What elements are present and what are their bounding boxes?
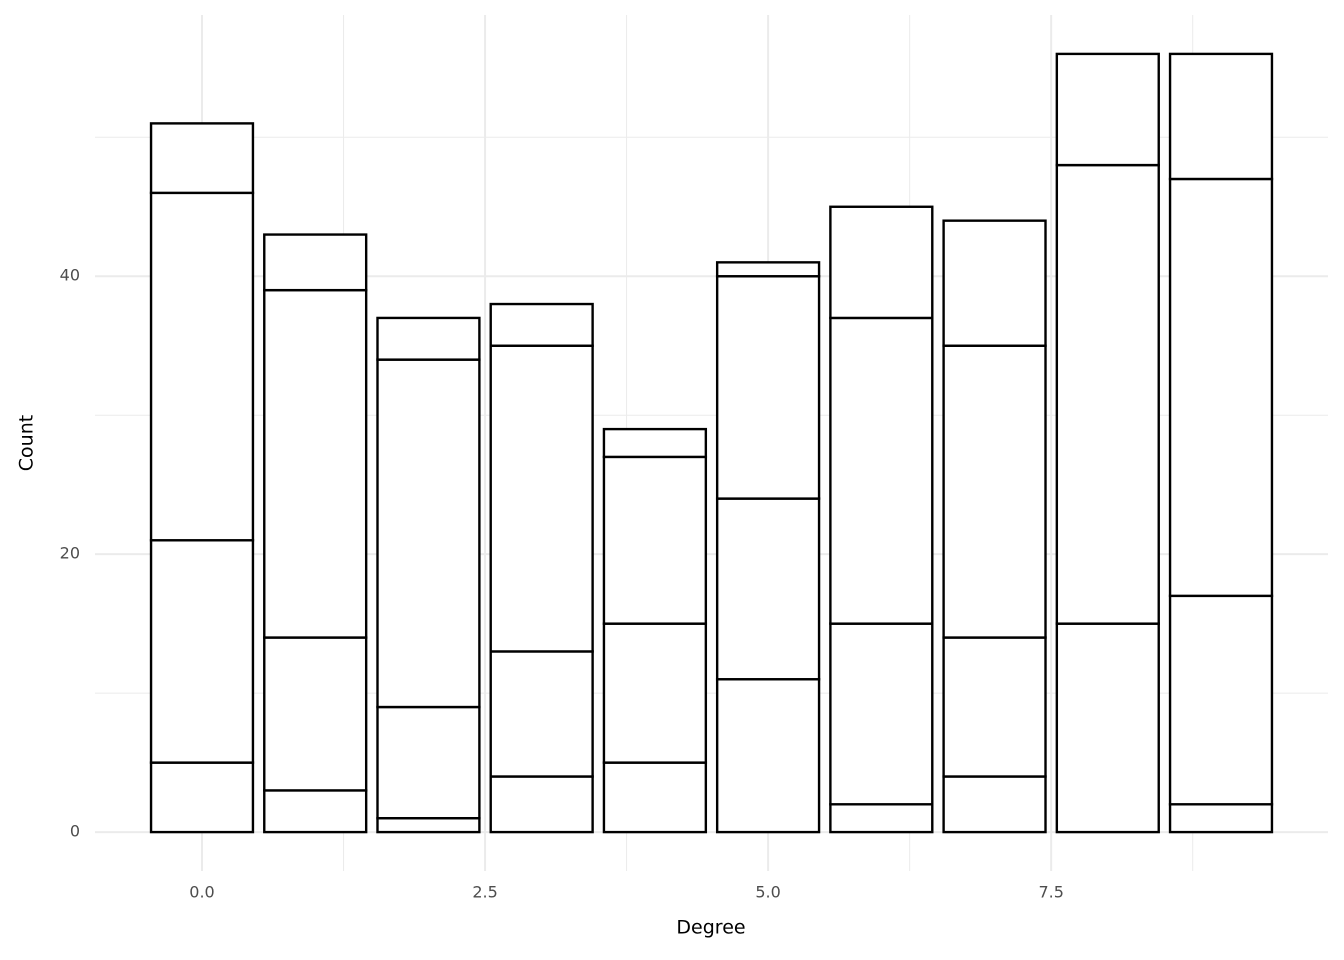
bar-segment [489, 302, 594, 347]
bar-segment [602, 622, 708, 764]
bar-segment [263, 636, 368, 792]
bar-segment [715, 678, 821, 834]
bar-segment [263, 288, 368, 639]
bar-segment [942, 775, 1047, 834]
bar-segment [829, 803, 934, 834]
bar-segment [376, 316, 481, 361]
bar-segment [1168, 177, 1274, 598]
bar-segment [376, 816, 481, 834]
bar-segment [1055, 52, 1160, 167]
bar-segment [602, 761, 708, 834]
bar-segment [942, 636, 1047, 778]
bar-segment [149, 191, 255, 542]
bar-segment [602, 427, 708, 459]
x-tick-label: 2.5 [472, 883, 497, 902]
bar-segment [1168, 52, 1274, 181]
bar-segment [1055, 163, 1160, 625]
bar-segment [489, 775, 594, 834]
bar-segment [829, 622, 934, 806]
bar-segment [715, 261, 821, 278]
bar-segment [829, 205, 934, 320]
bar-segment [942, 219, 1047, 347]
bar-segment [489, 650, 594, 778]
bar-segment [376, 358, 481, 709]
bar-segment [489, 344, 594, 653]
bar-segment [715, 497, 821, 681]
bar-segment [263, 789, 368, 834]
y-tick-label: 0 [70, 822, 80, 841]
bar-segment [263, 233, 368, 292]
bar-segment [829, 316, 934, 625]
x-tick-label: 0.0 [189, 883, 214, 902]
bar-segment [715, 275, 821, 500]
y-tick-label: 40 [60, 266, 80, 285]
bar-segment [602, 455, 708, 625]
y-tick-label: 20 [60, 544, 80, 563]
x-axis-title: Degree [676, 917, 745, 939]
x-tick-label: 5.0 [755, 883, 780, 902]
bar-segment [149, 539, 255, 764]
bar-segment [149, 122, 255, 195]
bar-segment [376, 705, 481, 820]
bar-segment [1055, 622, 1160, 834]
y-axis-title: Count [16, 415, 38, 471]
x-tick-label: 7.5 [1038, 883, 1063, 902]
bar-segment [1168, 594, 1274, 806]
bar-segment [942, 344, 1047, 639]
bar-segment [1168, 803, 1274, 834]
bar-segment [149, 761, 255, 834]
